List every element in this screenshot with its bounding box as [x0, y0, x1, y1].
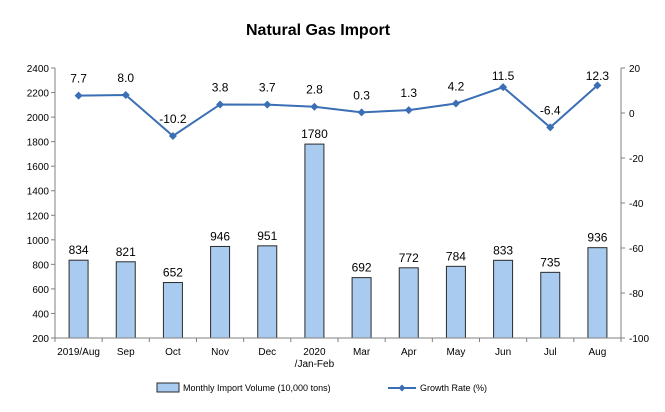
growth-rate-point	[216, 100, 225, 109]
growth-value-label: -10.2	[159, 112, 187, 126]
growth-value-label: 3.8	[212, 80, 229, 94]
bar	[351, 277, 372, 339]
y-right-tick-label: -80	[629, 289, 644, 300]
y-left-tick-label: 1200	[27, 211, 50, 222]
y-left-tick-label: 800	[32, 260, 49, 271]
bar-value-label: 821	[116, 245, 136, 259]
y-right-tick-label: 0	[629, 109, 635, 120]
y-left-tick-label: 1800	[27, 138, 50, 149]
x-tick-label: 2019/Aug	[57, 347, 100, 358]
y-right-tick-label: -40	[629, 199, 644, 210]
y-left-tick-label: 1600	[27, 162, 50, 173]
growth-rate-point	[310, 102, 319, 111]
bar-value-label: 951	[257, 229, 277, 243]
bar	[162, 282, 183, 339]
growth-value-label: 7.7	[70, 72, 87, 86]
growth-rate-point	[263, 100, 272, 109]
bar-value-label: 833	[493, 243, 513, 257]
x-tick-label: Oct	[165, 347, 181, 358]
x-tick-label: Nov	[211, 347, 229, 358]
y-right-tick-label: -60	[629, 244, 644, 255]
bar-value-label: 834	[69, 243, 89, 257]
legend-bar-swatch	[156, 382, 180, 393]
x-tick-label: Mar	[353, 347, 371, 358]
legend-line-label: Growth Rate (%)	[420, 383, 487, 393]
x-tick-label: Jun	[495, 347, 511, 358]
bar	[68, 259, 89, 339]
y-left-tick-label: 200	[32, 334, 49, 345]
bar-value-label: 936	[587, 231, 607, 245]
growth-value-label: -6.4	[540, 103, 561, 117]
x-tick-label: Sep	[117, 347, 135, 358]
bar-value-label: 652	[163, 266, 183, 280]
x-tick-label: Jul	[544, 347, 557, 358]
y-left-tick-label: 400	[32, 309, 49, 320]
growth-value-label: 4.2	[448, 80, 465, 94]
bar-value-label: 784	[446, 249, 466, 263]
bar-value-label: 692	[352, 261, 372, 275]
y-left-tick-label: 2400	[27, 64, 50, 75]
growth-rate-point	[546, 123, 555, 132]
bar	[398, 267, 419, 339]
x-tick-label: May	[446, 347, 465, 358]
chart-title: Natural Gas Import	[246, 22, 391, 39]
y-left-tick-label: 1000	[27, 236, 50, 247]
x-tick-label: 2020/Jan-Feb	[295, 347, 335, 370]
x-tick-label: Dec	[258, 347, 276, 358]
y-left-tick-label: 1400	[27, 187, 50, 198]
growth-value-label: 3.7	[259, 81, 276, 95]
bar	[257, 245, 278, 339]
bar	[540, 271, 561, 339]
growth-rate-point	[404, 106, 413, 115]
growth-value-label: 2.8	[306, 83, 323, 97]
y-left-tick-label: 2000	[27, 113, 50, 124]
growth-rate-point	[499, 83, 508, 92]
legend-line-marker	[398, 384, 406, 392]
bar-value-label: 1780	[301, 127, 328, 141]
growth-rate-point	[357, 108, 366, 117]
bar	[493, 259, 514, 339]
x-tick-label: Apr	[401, 347, 417, 358]
growth-value-label: 1.3	[400, 86, 417, 100]
bar-value-label: 772	[399, 251, 419, 265]
bar	[304, 143, 325, 339]
bar-value-label: 735	[540, 255, 560, 269]
growth-rate-point	[74, 91, 83, 100]
growth-value-label: 11.5	[492, 69, 515, 83]
growth-value-label: 0.3	[353, 88, 370, 102]
y-right-tick-label: 20	[629, 64, 641, 75]
growth-rate-line	[78, 84, 599, 138]
growth-rate-point	[121, 91, 130, 99]
bar	[445, 265, 466, 339]
bar	[587, 247, 608, 339]
growth-rate-point	[451, 99, 460, 108]
growth-value-label: 12.3	[586, 69, 610, 83]
bar-value-label: 946	[210, 229, 230, 243]
y-left-tick-label: 600	[32, 285, 49, 296]
y-left-tick-label: 2200	[27, 89, 50, 100]
bar	[115, 261, 136, 339]
x-tick-label: Aug	[589, 347, 607, 358]
y-right-tick-label: -20	[629, 154, 644, 165]
bar	[210, 245, 231, 339]
growth-value-label: 8.0	[117, 71, 134, 85]
y-right-tick-label: -100	[629, 334, 649, 345]
growth-rate-point	[168, 131, 177, 140]
growth-rate-point	[593, 81, 602, 90]
legend-bar-label: Monthly Import Volume (10,000 tons)	[183, 383, 331, 393]
